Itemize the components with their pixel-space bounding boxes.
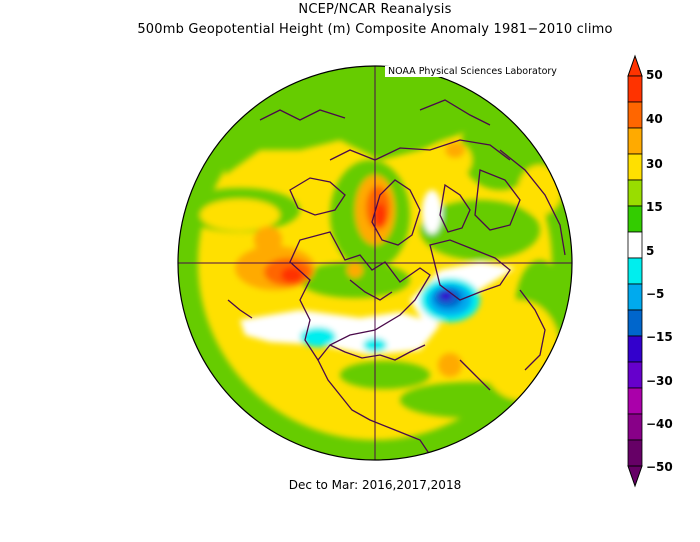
colorbar-min-arrow: [627, 465, 643, 488]
colorbar-segment: [627, 309, 643, 337]
green-north: [225, 80, 500, 175]
colorbar-tick-label: 40: [646, 112, 663, 126]
colorbar-tick-label: −5: [646, 287, 665, 301]
lab-credit: NOAA Physical Sciences Laboratory: [385, 66, 560, 77]
colorbar-tick-label: 30: [646, 157, 663, 171]
colorbar-segment: [627, 127, 643, 155]
colorbar-segment: [627, 231, 643, 259]
colorbar-segment: [627, 179, 643, 207]
colorbar-segment: [627, 153, 643, 181]
colorbar-tick-label: 15: [646, 200, 663, 214]
colorbar-tick-label: −30: [646, 374, 673, 388]
colorbar-segment: [627, 387, 643, 415]
colorbar-max-arrow: [627, 54, 643, 77]
colorbar-segment: [627, 413, 643, 441]
chart-subtitle: 500mb Geopotential Height (m) Composite …: [137, 22, 613, 37]
colorbar-tick-label: −15: [646, 330, 673, 344]
colorbar-segment: [627, 335, 643, 363]
colorbar-segment: [627, 205, 643, 233]
colorbar-tick-label: 5: [646, 244, 655, 258]
map-border: [177, 65, 573, 461]
colorbar-tick-label: −50: [646, 460, 673, 474]
coastlines: [227, 99, 566, 456]
period-label: Dec to Mar: 2016,2017,2018: [288, 478, 462, 492]
colorbar-tick-label: 50: [646, 68, 663, 82]
colorbar-segment: [627, 101, 643, 129]
chart-title: NCEP/NCAR Reanalysis: [298, 2, 452, 17]
colorbar-tick-label: −40: [646, 417, 673, 431]
anomaly-field: [178, 66, 572, 460]
colorbar-segment: [627, 283, 643, 311]
colorbar-segment: [627, 75, 643, 103]
colorbar-segment: [627, 361, 643, 389]
colorbar-segment: [627, 439, 643, 467]
low-west: [300, 327, 336, 347]
colorbar-segment: [627, 257, 643, 285]
